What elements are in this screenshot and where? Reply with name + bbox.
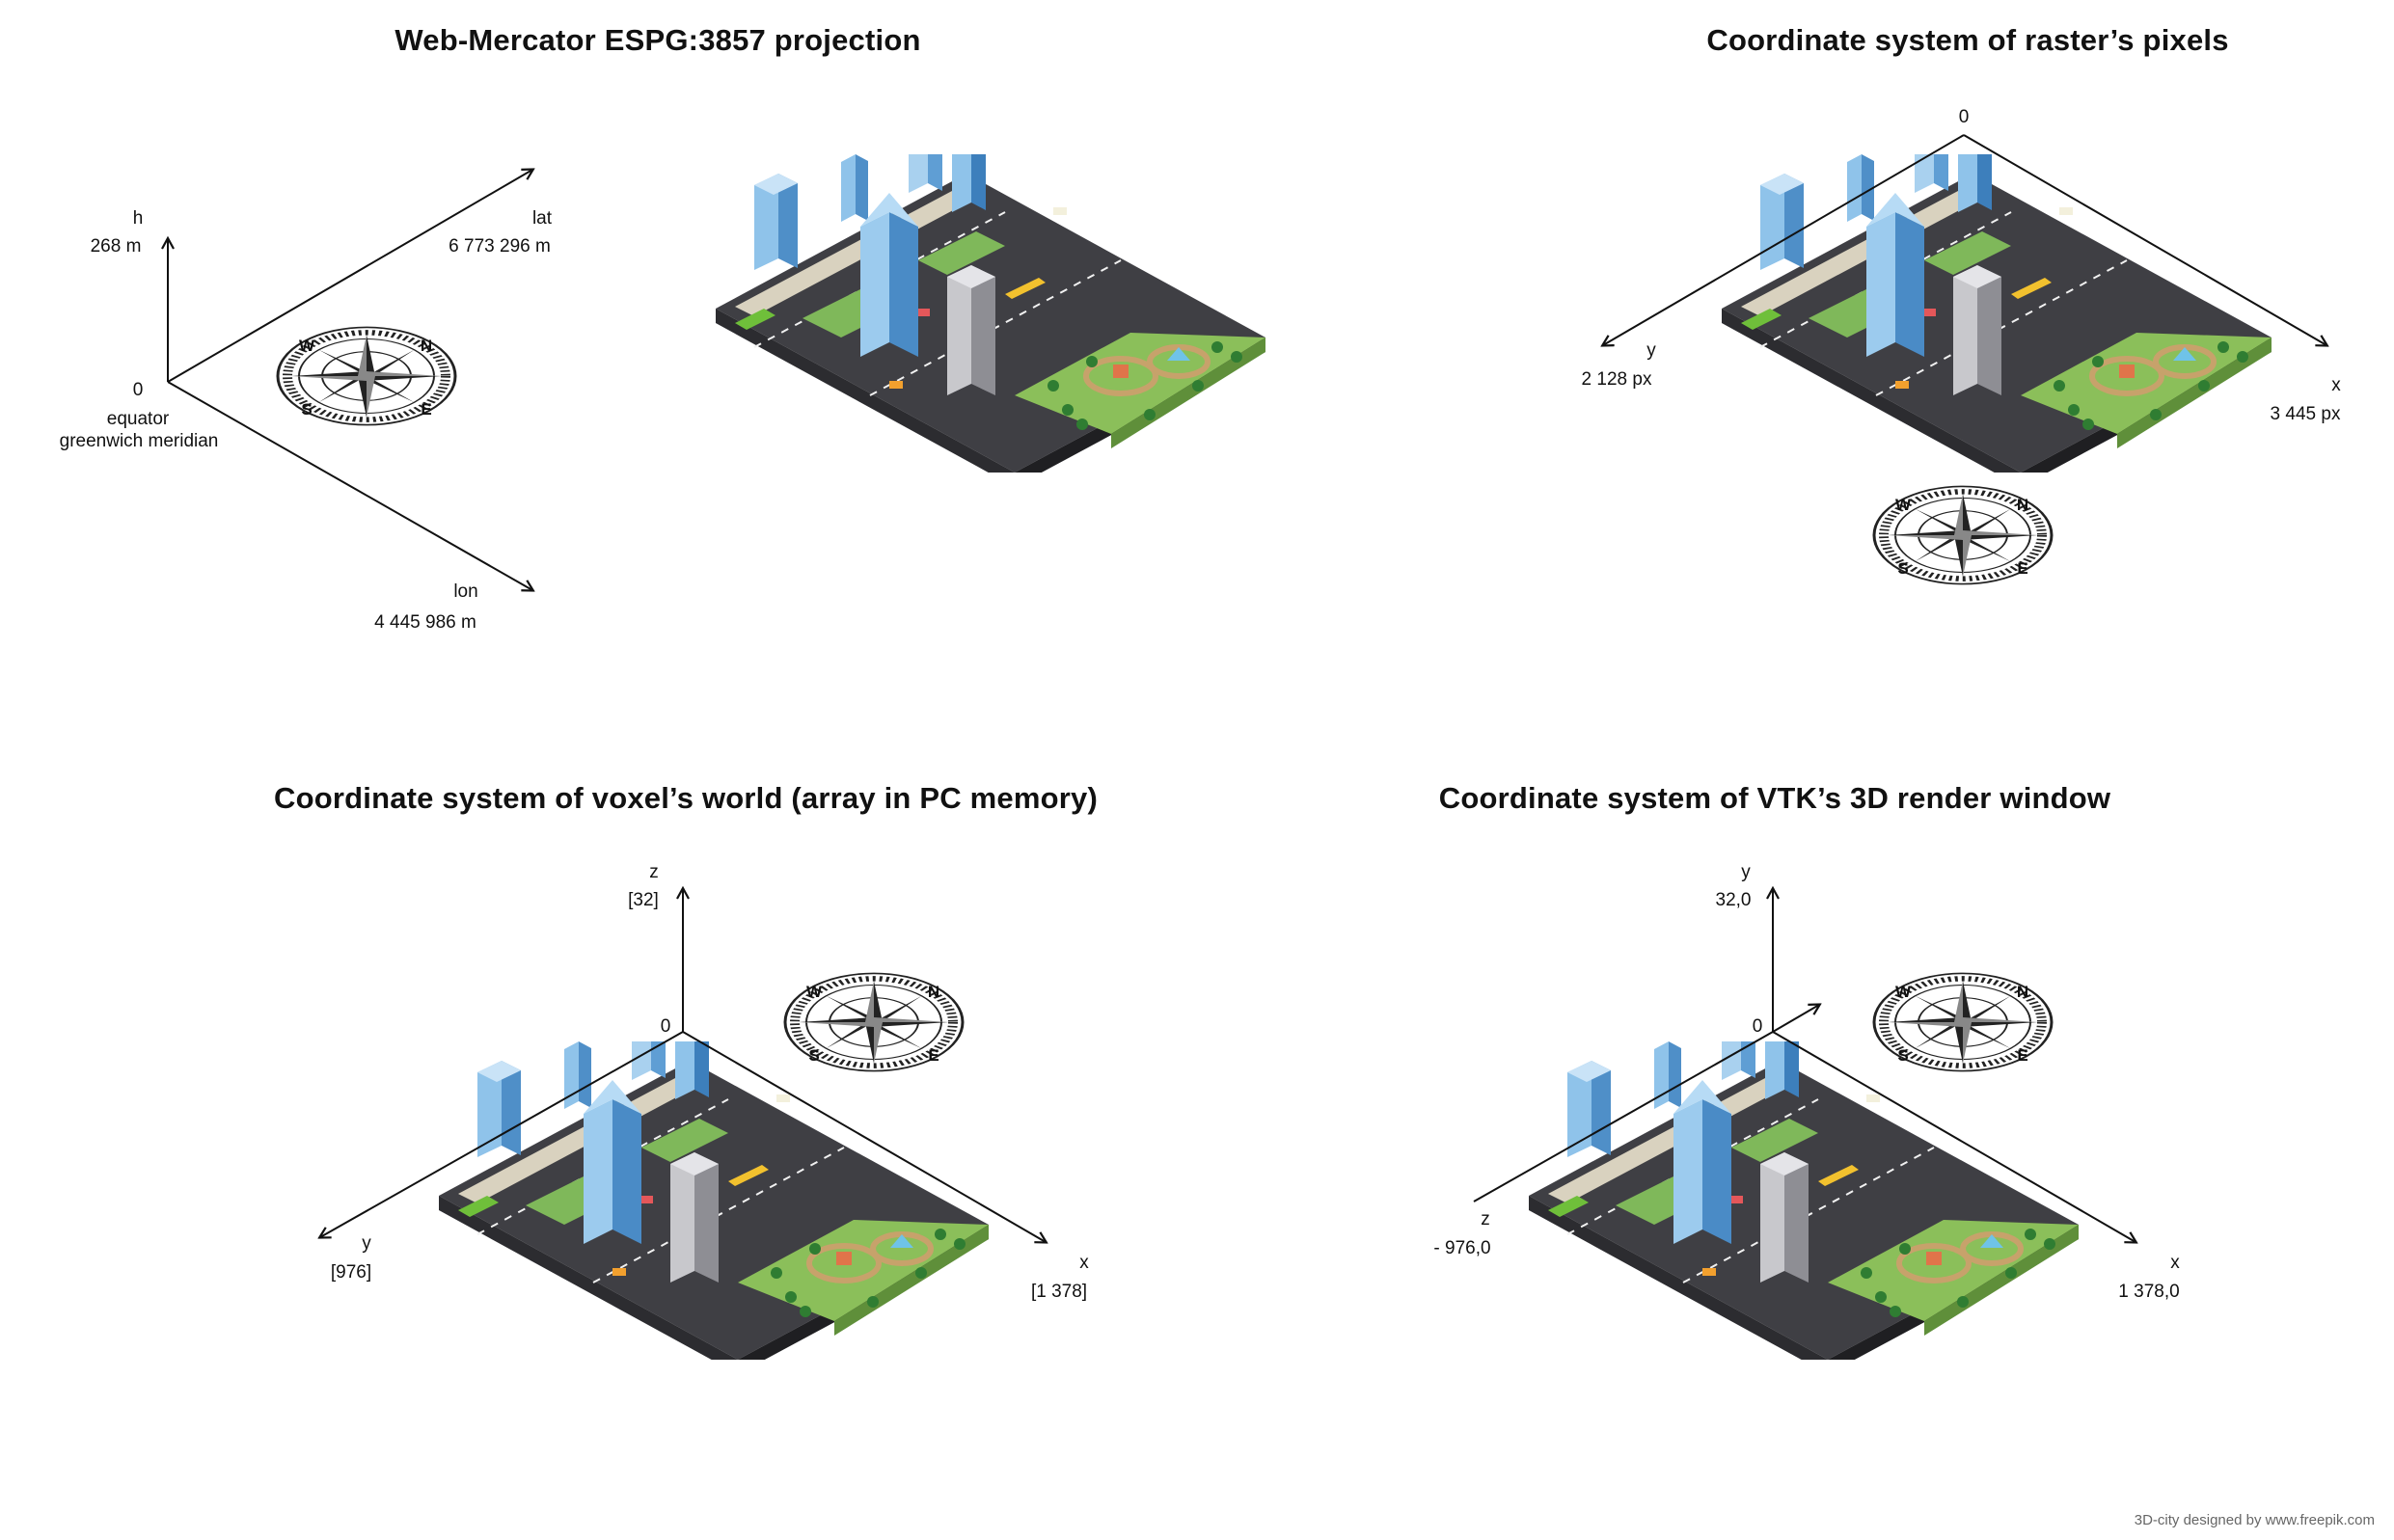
h-axis-value: 268 m (90, 236, 142, 257)
compass-letter: E (2017, 559, 2028, 578)
compass-letter: N (927, 983, 940, 1001)
compass-letter: E (2017, 1046, 2028, 1065)
h-axis-name: h (132, 208, 144, 229)
compass-letter: N (420, 337, 433, 355)
compass-letter: W (1894, 496, 1912, 514)
y-axis-value: 2 128 px (1581, 369, 1652, 390)
origin-label: 0 (132, 380, 144, 400)
z-axis-extension (1473, 1031, 1774, 1202)
y-axis (320, 1031, 684, 1237)
x-axis-name: x (2170, 1253, 2180, 1273)
panel-raster-pixels (1603, 116, 2326, 584)
origin-note-equator: equator (106, 409, 170, 429)
compass-letter: S (1897, 559, 1909, 578)
panel-web-mercator (168, 116, 1265, 590)
y-axis (1603, 134, 1965, 345)
x-axis-name: x (2331, 375, 2341, 395)
compass-letter: E (928, 1046, 939, 1065)
x-axis (682, 1031, 1046, 1242)
x-axis-value: 3 445 px (2270, 404, 2341, 424)
compass-letter: W (805, 983, 823, 1001)
z-axis (1772, 1005, 1819, 1033)
x-axis-name: x (1079, 1253, 1089, 1273)
origin-label: 0 (1958, 107, 1970, 127)
y-axis-name: y (362, 1233, 371, 1254)
panel-voxel-world (320, 889, 1046, 1374)
compass-letter: N (2016, 496, 2029, 514)
isometric-city-icon (716, 116, 1265, 487)
x-axis-value: 1 378,0 (2118, 1282, 2180, 1302)
compass-letter: W (298, 337, 315, 355)
panel-title: Web-Mercator ESPG:3857 projection (394, 23, 921, 57)
x-axis (1772, 1031, 2136, 1242)
y-axis-name: y (1646, 340, 1656, 361)
origin-note-meridian: greenwich meridian (59, 431, 219, 451)
y-axis-value: [976] (330, 1262, 372, 1283)
z-axis-name: z (1481, 1209, 1490, 1229)
compass-letter: N (2016, 983, 2029, 1001)
lon-axis (167, 381, 532, 590)
lat-axis (167, 170, 532, 383)
x-axis-value: [1 378] (1030, 1282, 1088, 1302)
lat-axis-value: 6 773 296 m (449, 236, 551, 257)
panel-vtk-render (1473, 889, 2136, 1374)
z-axis-value: [32] (628, 890, 659, 910)
lon-axis-name: lon (453, 581, 478, 602)
y-axis-value: 32,0 (1715, 890, 1752, 910)
lon-axis-value: 4 445 986 m (374, 612, 476, 633)
panel-title: Coordinate system of voxel’s world (arra… (274, 781, 1098, 815)
z-axis-value: - 976,0 (1433, 1238, 1491, 1258)
compass-letter: S (301, 400, 313, 419)
compass-letter: S (808, 1046, 820, 1065)
compass-letter: W (1894, 983, 1912, 1001)
compass-letter: E (421, 400, 432, 419)
y-axis-name: y (1741, 862, 1751, 882)
z-axis-name: z (649, 862, 659, 882)
lat-axis-name: lat (531, 208, 553, 229)
isometric-city-icon (1722, 116, 2272, 487)
panel-title: Coordinate system of raster’s pixels (1706, 23, 2229, 57)
panel-title: Coordinate system of VTK’s 3D render win… (1438, 781, 2111, 815)
compass-letter: S (1897, 1046, 1909, 1065)
x-axis (1963, 134, 2326, 345)
credit-text: 3D-city designed by www.freepik.com (2134, 1512, 2375, 1528)
origin-label: 0 (660, 1016, 671, 1037)
origin-label: 0 (1752, 1016, 1763, 1037)
